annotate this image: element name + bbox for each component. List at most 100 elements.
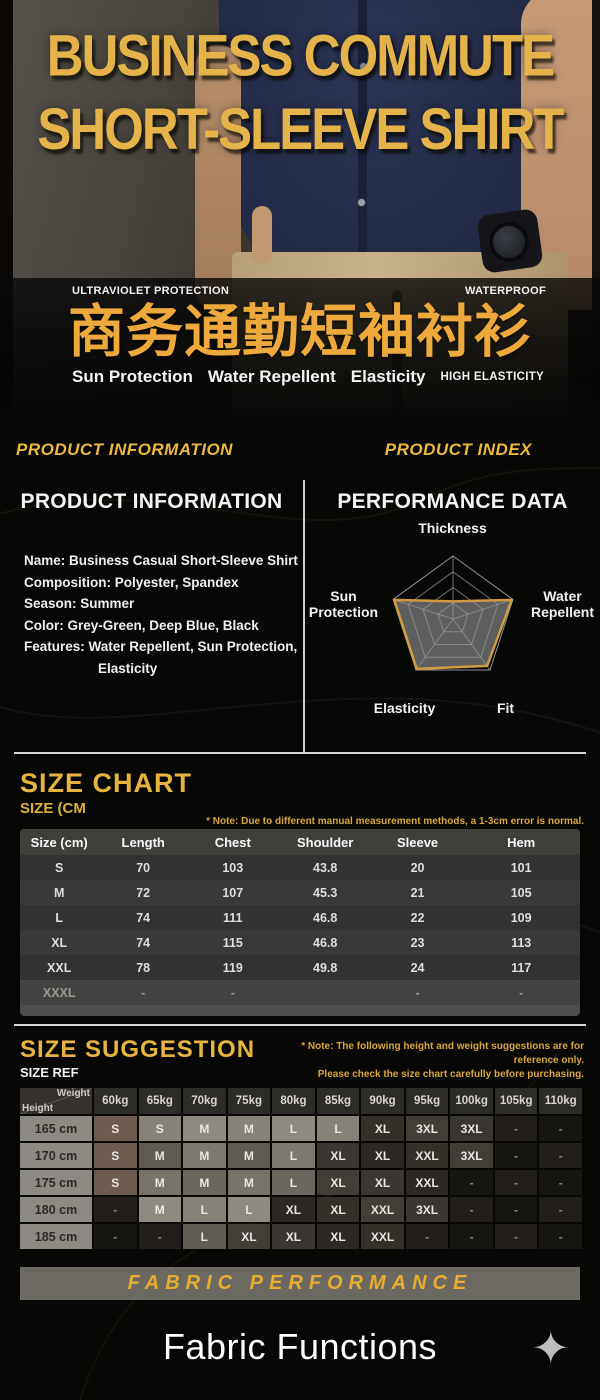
table-cell: 72 — [136, 885, 151, 900]
table-cell: 103 — [222, 860, 244, 875]
suggestion-cell: - — [539, 1197, 582, 1222]
weight-header-cell: 65kg — [138, 1088, 182, 1114]
corner-height-label: Height — [22, 1103, 54, 1114]
weight-header-cell: 95kg — [405, 1088, 449, 1114]
size-chart-subheading: SIZE (CM — [20, 800, 86, 817]
suggestion-cell: M — [138, 1197, 182, 1222]
suggestion-cell: - — [94, 1224, 137, 1249]
weight-header-cell: 85kg — [316, 1088, 360, 1114]
product-title-line2: SHORT-SLEEVE SHIRT — [37, 97, 564, 163]
suggestion-cell: - — [539, 1116, 582, 1141]
fabric-functions-section: Fabric Functions ✦ — [0, 1320, 600, 1380]
table-cell: 24 — [410, 960, 425, 975]
suggestion-cell: L — [227, 1197, 271, 1222]
table-cell: 109 — [510, 910, 532, 925]
suggestion-cell: - — [450, 1170, 493, 1195]
suggestion-cell: M — [227, 1170, 271, 1195]
performance-data-heading: PERFORMANCE DATA — [337, 490, 568, 513]
radar-chart: Thickness Water Repellent Fit Elasticity… — [307, 518, 599, 730]
suggestion-cell: XXL — [361, 1224, 404, 1249]
grid-corner-cell: Weight Height — [20, 1088, 92, 1114]
size-suggestion-section: SIZE SUGGESTION SIZE REF * Note: The fol… — [0, 1026, 600, 1249]
suggestion-cell: L — [316, 1116, 360, 1141]
table-cell: 46.8 — [313, 935, 338, 950]
table-cell: XL — [51, 935, 68, 950]
table-cell: 43.8 — [313, 860, 338, 875]
table-footer-spacer — [20, 1005, 580, 1016]
table-cell: 113 — [511, 935, 532, 950]
table-cell: 21 — [410, 885, 425, 900]
fabric-performance-label: FABRIC PERFORMANCE — [127, 1272, 473, 1294]
vertical-divider — [303, 480, 305, 752]
table-cell: M — [53, 885, 65, 900]
suggestion-cell: XXL — [405, 1170, 449, 1195]
waterproof-label: WATERPROOF — [464, 285, 546, 297]
high-elasticity-label: HIGH ELASTICITY — [440, 371, 544, 383]
table-row: M 72 107 45.3 21 105 — [20, 880, 580, 905]
suggestion-cell: XL — [272, 1197, 315, 1222]
divider — [14, 1024, 586, 1026]
table-cell: 22 — [410, 910, 425, 925]
suggestion-cell: M — [183, 1116, 226, 1141]
info-line: Season: Summer — [24, 596, 135, 611]
feature-label: Water Repellent — [207, 367, 336, 386]
weight-header-cell: 110kg — [539, 1088, 582, 1114]
hero-overlay: ULTRAVIOLET PROTECTION WATERPROOF 商务通勤短袖… — [0, 278, 600, 430]
product-info-heading: PRODUCT INFORMATION — [20, 490, 283, 513]
suggestion-cell: 3XL — [405, 1197, 449, 1222]
weight-header-cell: 70kg — [183, 1088, 226, 1114]
sparkle-icon: ✦ — [531, 1322, 570, 1374]
table-cell: 74 — [136, 935, 151, 950]
suggestion-cell: - — [94, 1197, 137, 1222]
shirt-placket — [358, 0, 367, 295]
info-line: Elasticity — [98, 660, 158, 676]
table-cell: Sleeve — [396, 834, 439, 850]
table-cell: 101 — [510, 860, 532, 875]
table-cell: Length — [121, 834, 165, 850]
shirt-button — [359, 62, 368, 71]
size-suggestion-note-line2: Please check the size chart carefully be… — [317, 1069, 584, 1080]
weight-header-cell: 60kg — [94, 1088, 137, 1114]
table-row: S 70 103 43.8 20 101 — [20, 855, 580, 880]
size-suggestion-subheading: SIZE REF — [20, 1065, 79, 1080]
table-cell: XXXL — [42, 985, 76, 1000]
table-cell: 70 — [136, 860, 151, 875]
table-cell: 117 — [511, 960, 532, 975]
info-line: Features: Water Repellent, Sun Protectio… — [24, 639, 298, 654]
table-cell: Size (cm) — [30, 834, 88, 850]
suggestion-cell: M — [183, 1170, 226, 1195]
table-cell: 78 — [136, 960, 151, 975]
table-cell: 20 — [410, 860, 425, 875]
suggestion-cell: M — [227, 1116, 271, 1141]
suggestion-cell: L — [272, 1116, 315, 1141]
table-cell: - — [519, 985, 524, 1000]
size-chart-heading: SIZE CHART — [20, 768, 192, 798]
suggestion-cell: 3XL — [450, 1143, 493, 1168]
height-row-label: 165 cm — [20, 1116, 92, 1141]
radar-axis-label-sun-protection: Sun Protection — [308, 588, 379, 620]
suggestion-cell: S — [138, 1116, 182, 1141]
suggestion-cell: - — [450, 1197, 493, 1222]
suggestion-cell: L — [183, 1224, 226, 1249]
suggestion-cell: XL — [361, 1170, 404, 1195]
suggestion-cell: - — [539, 1170, 582, 1195]
suggestion-cell: S — [94, 1170, 137, 1195]
suggestion-cell: 3XL — [450, 1116, 493, 1141]
table-cell: 115 — [222, 935, 243, 950]
table-cell — [278, 980, 373, 1005]
fabric-performance-banner: FABRIC PERFORMANCE — [20, 1267, 580, 1300]
table-cell: S — [55, 860, 64, 875]
info-section: PRODUCT INFORMATION Name: Business Casua… — [0, 468, 600, 752]
suggestion-cell: XL — [316, 1224, 360, 1249]
table-cell: Hem — [507, 834, 536, 850]
suggestion-cell: XL — [361, 1116, 404, 1141]
size-suggestion-note: * Note: The following height and weight … — [254, 1040, 584, 1082]
suggestion-cell: - — [494, 1197, 538, 1222]
suggestion-cell: M — [138, 1170, 182, 1195]
suggestion-cell: XL — [227, 1224, 271, 1249]
thumb-shape — [252, 206, 272, 264]
size-chart-section: SIZE CHART SIZE (CM * Note: Due to diffe… — [0, 754, 600, 1016]
table-cell: 119 — [222, 960, 243, 975]
info-line: Name: Business Casual Short-Sleeve Shirt — [24, 553, 298, 568]
